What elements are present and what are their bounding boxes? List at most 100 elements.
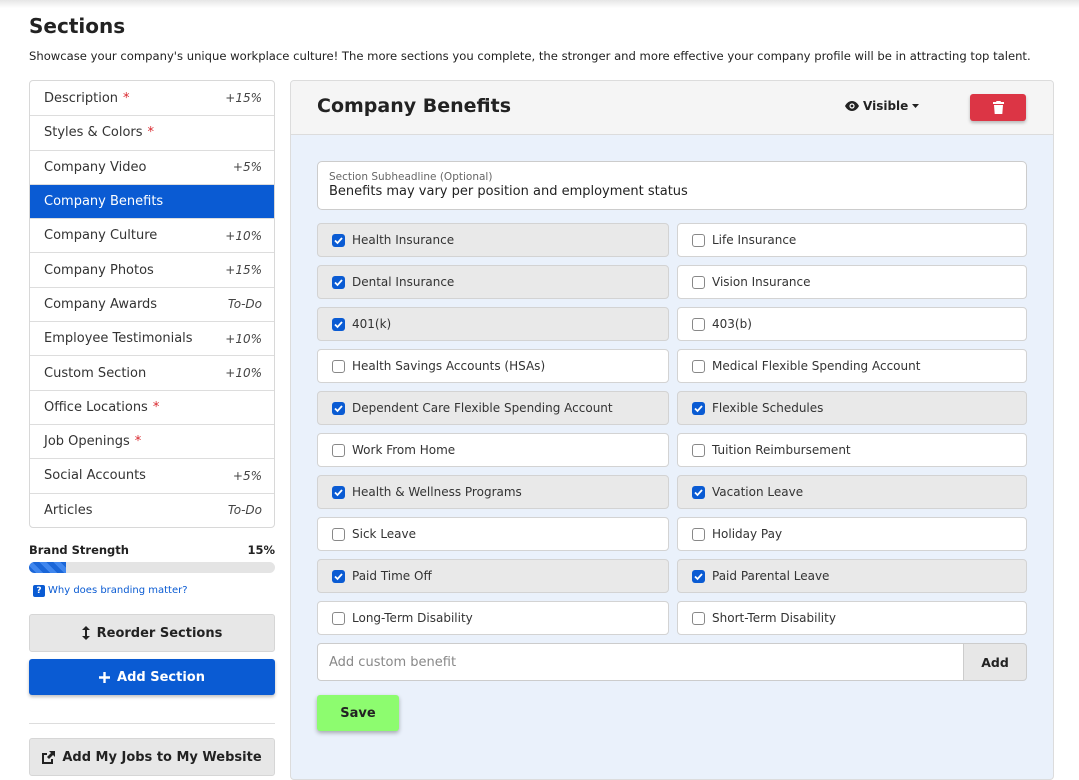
help-link[interactable]: Why does branding matter?	[48, 585, 188, 596]
benefit-option[interactable]: Work From Home	[317, 433, 669, 467]
benefit-label: Dental Insurance	[352, 275, 455, 289]
nav-label: Company Photos	[44, 262, 154, 278]
checkbox[interactable]	[332, 275, 345, 289]
benefit-option[interactable]: Vision Insurance	[677, 265, 1027, 299]
brand-strength-value: 15%	[247, 543, 275, 557]
benefit-label: Paid Parental Leave	[712, 569, 830, 583]
subheadline-field[interactable]: Section Subheadline (Optional) Benefits …	[317, 161, 1027, 210]
checkbox[interactable]	[692, 527, 705, 541]
embed-label: Add My Jobs to My Website	[62, 749, 262, 765]
nav-item[interactable]: Description * +15%	[30, 81, 274, 115]
benefit-option[interactable]: Health Savings Accounts (HSAs)	[317, 349, 669, 383]
top-shadow	[0, 0, 1079, 8]
benefit-label: Paid Time Off	[352, 569, 432, 583]
nav-badge: +15%	[225, 91, 262, 106]
delete-button[interactable]	[970, 94, 1026, 121]
nav-item[interactable]: Company Video +5%	[30, 149, 274, 184]
visibility-label: Visible	[863, 99, 909, 113]
benefit-option[interactable]: Medical Flexible Spending Account	[677, 349, 1027, 383]
benefit-option[interactable]: Long-Term Disability	[317, 601, 669, 635]
checkbox[interactable]	[332, 569, 345, 583]
nav-label: Styles & Colors	[44, 125, 143, 141]
checkbox[interactable]	[332, 359, 345, 373]
checkbox[interactable]	[692, 275, 705, 289]
custom-benefit-input[interactable]: Add custom benefit	[317, 643, 964, 681]
nav-label: Articles	[44, 502, 93, 518]
visibility-toggle[interactable]: Visible	[845, 99, 920, 113]
nav-label: Social Accounts	[44, 468, 146, 484]
subheadline-value: Benefits may vary per position and emplo…	[329, 184, 688, 199]
nav-item[interactable]: Company Culture +10%	[30, 218, 274, 252]
checkbox[interactable]	[692, 401, 705, 415]
custom-add-button[interactable]: Add	[963, 643, 1027, 681]
checkbox[interactable]	[692, 569, 705, 583]
benefit-option[interactable]: Health & Wellness Programs	[317, 475, 669, 509]
benefit-label: Long-Term Disability	[352, 611, 473, 625]
nav-item[interactable]: Company Photos +15%	[30, 252, 274, 286]
nav-item[interactable]: Office Locations *	[30, 389, 274, 424]
checkbox[interactable]	[692, 443, 705, 457]
benefit-option[interactable]: Flexible Schedules	[677, 391, 1027, 425]
nav-label: Company Awards	[44, 296, 158, 312]
nav-item[interactable]: Company Awards To-Do	[30, 286, 274, 321]
nav-item[interactable]: Job Openings *	[30, 423, 274, 458]
benefit-option[interactable]: Health Insurance	[317, 223, 669, 257]
nav-item[interactable]: Articles To-Do	[30, 492, 274, 527]
checkbox[interactable]	[692, 317, 705, 331]
checkbox[interactable]	[332, 443, 345, 457]
checkbox[interactable]	[692, 359, 705, 373]
save-button[interactable]: Save	[317, 695, 399, 731]
required-marker: *	[134, 434, 142, 450]
benefit-label: 403(b)	[712, 317, 752, 331]
benefit-option[interactable]: Vacation Leave	[677, 475, 1027, 509]
checkbox[interactable]	[332, 611, 345, 625]
benefit-label: Life Insurance	[712, 233, 797, 247]
check-icon	[334, 320, 343, 328]
eye-icon	[845, 101, 859, 111]
required-marker: *	[147, 125, 155, 141]
checkbox[interactable]	[692, 233, 705, 247]
checkbox[interactable]	[332, 485, 345, 499]
checkbox[interactable]	[332, 527, 345, 541]
benefit-label: Vision Insurance	[712, 275, 811, 289]
nav-badge: +15%	[225, 263, 262, 278]
nav-badge: +5%	[232, 468, 262, 483]
checkbox[interactable]	[332, 401, 345, 415]
subheadline-label: Section Subheadline (Optional)	[329, 171, 493, 183]
benefit-option[interactable]: Paid Parental Leave	[677, 559, 1027, 593]
benefit-option[interactable]: 401(k)	[317, 307, 669, 341]
benefit-option[interactable]: Holiday Pay	[677, 517, 1027, 551]
benefit-option[interactable]: Sick Leave	[317, 517, 669, 551]
benefit-option[interactable]: Life Insurance	[677, 223, 1027, 257]
benefit-option[interactable]: Dependent Care Flexible Spending Account	[317, 391, 669, 425]
nav-item[interactable]: Social Accounts +5%	[30, 458, 274, 492]
reorder-label: Reorder Sections	[96, 625, 223, 641]
add-section-button[interactable]: Add Section	[29, 659, 275, 695]
checkbox[interactable]	[332, 233, 345, 247]
benefit-option[interactable]: Tuition Reimbursement	[677, 433, 1027, 467]
benefit-option[interactable]: Short-Term Disability	[677, 601, 1027, 635]
section-panel: Company Benefits Visible Section Subhead…	[290, 80, 1054, 780]
nav-label: Company Culture	[44, 228, 158, 244]
nav-item[interactable]: Custom Section +10%	[30, 355, 274, 389]
checkbox[interactable]	[332, 317, 345, 331]
page-title: Sections	[29, 14, 126, 38]
checkbox[interactable]	[692, 611, 705, 625]
nav-badge: +10%	[225, 366, 262, 381]
benefit-option[interactable]: Dental Insurance	[317, 265, 669, 299]
benefit-label: Short-Term Disability	[712, 611, 836, 625]
reorder-button[interactable]: Reorder Sections	[29, 614, 275, 652]
nav-label: Description	[44, 90, 119, 106]
benefit-label: Flexible Schedules	[712, 401, 824, 415]
nav-item[interactable]: Styles & Colors *	[30, 115, 274, 149]
check-icon	[334, 236, 343, 244]
trash-icon	[992, 101, 1004, 114]
embed-button[interactable]: Add My Jobs to My Website	[29, 738, 275, 776]
benefit-option[interactable]: 403(b)	[677, 307, 1027, 341]
benefit-option[interactable]: Paid Time Off	[317, 559, 669, 593]
nav-item[interactable]: Employee Testimonials +10%	[30, 321, 274, 355]
checkbox[interactable]	[692, 485, 705, 499]
nav-item[interactable]: Company Benefits	[30, 183, 274, 219]
benefit-label: Dependent Care Flexible Spending Account	[352, 401, 613, 415]
